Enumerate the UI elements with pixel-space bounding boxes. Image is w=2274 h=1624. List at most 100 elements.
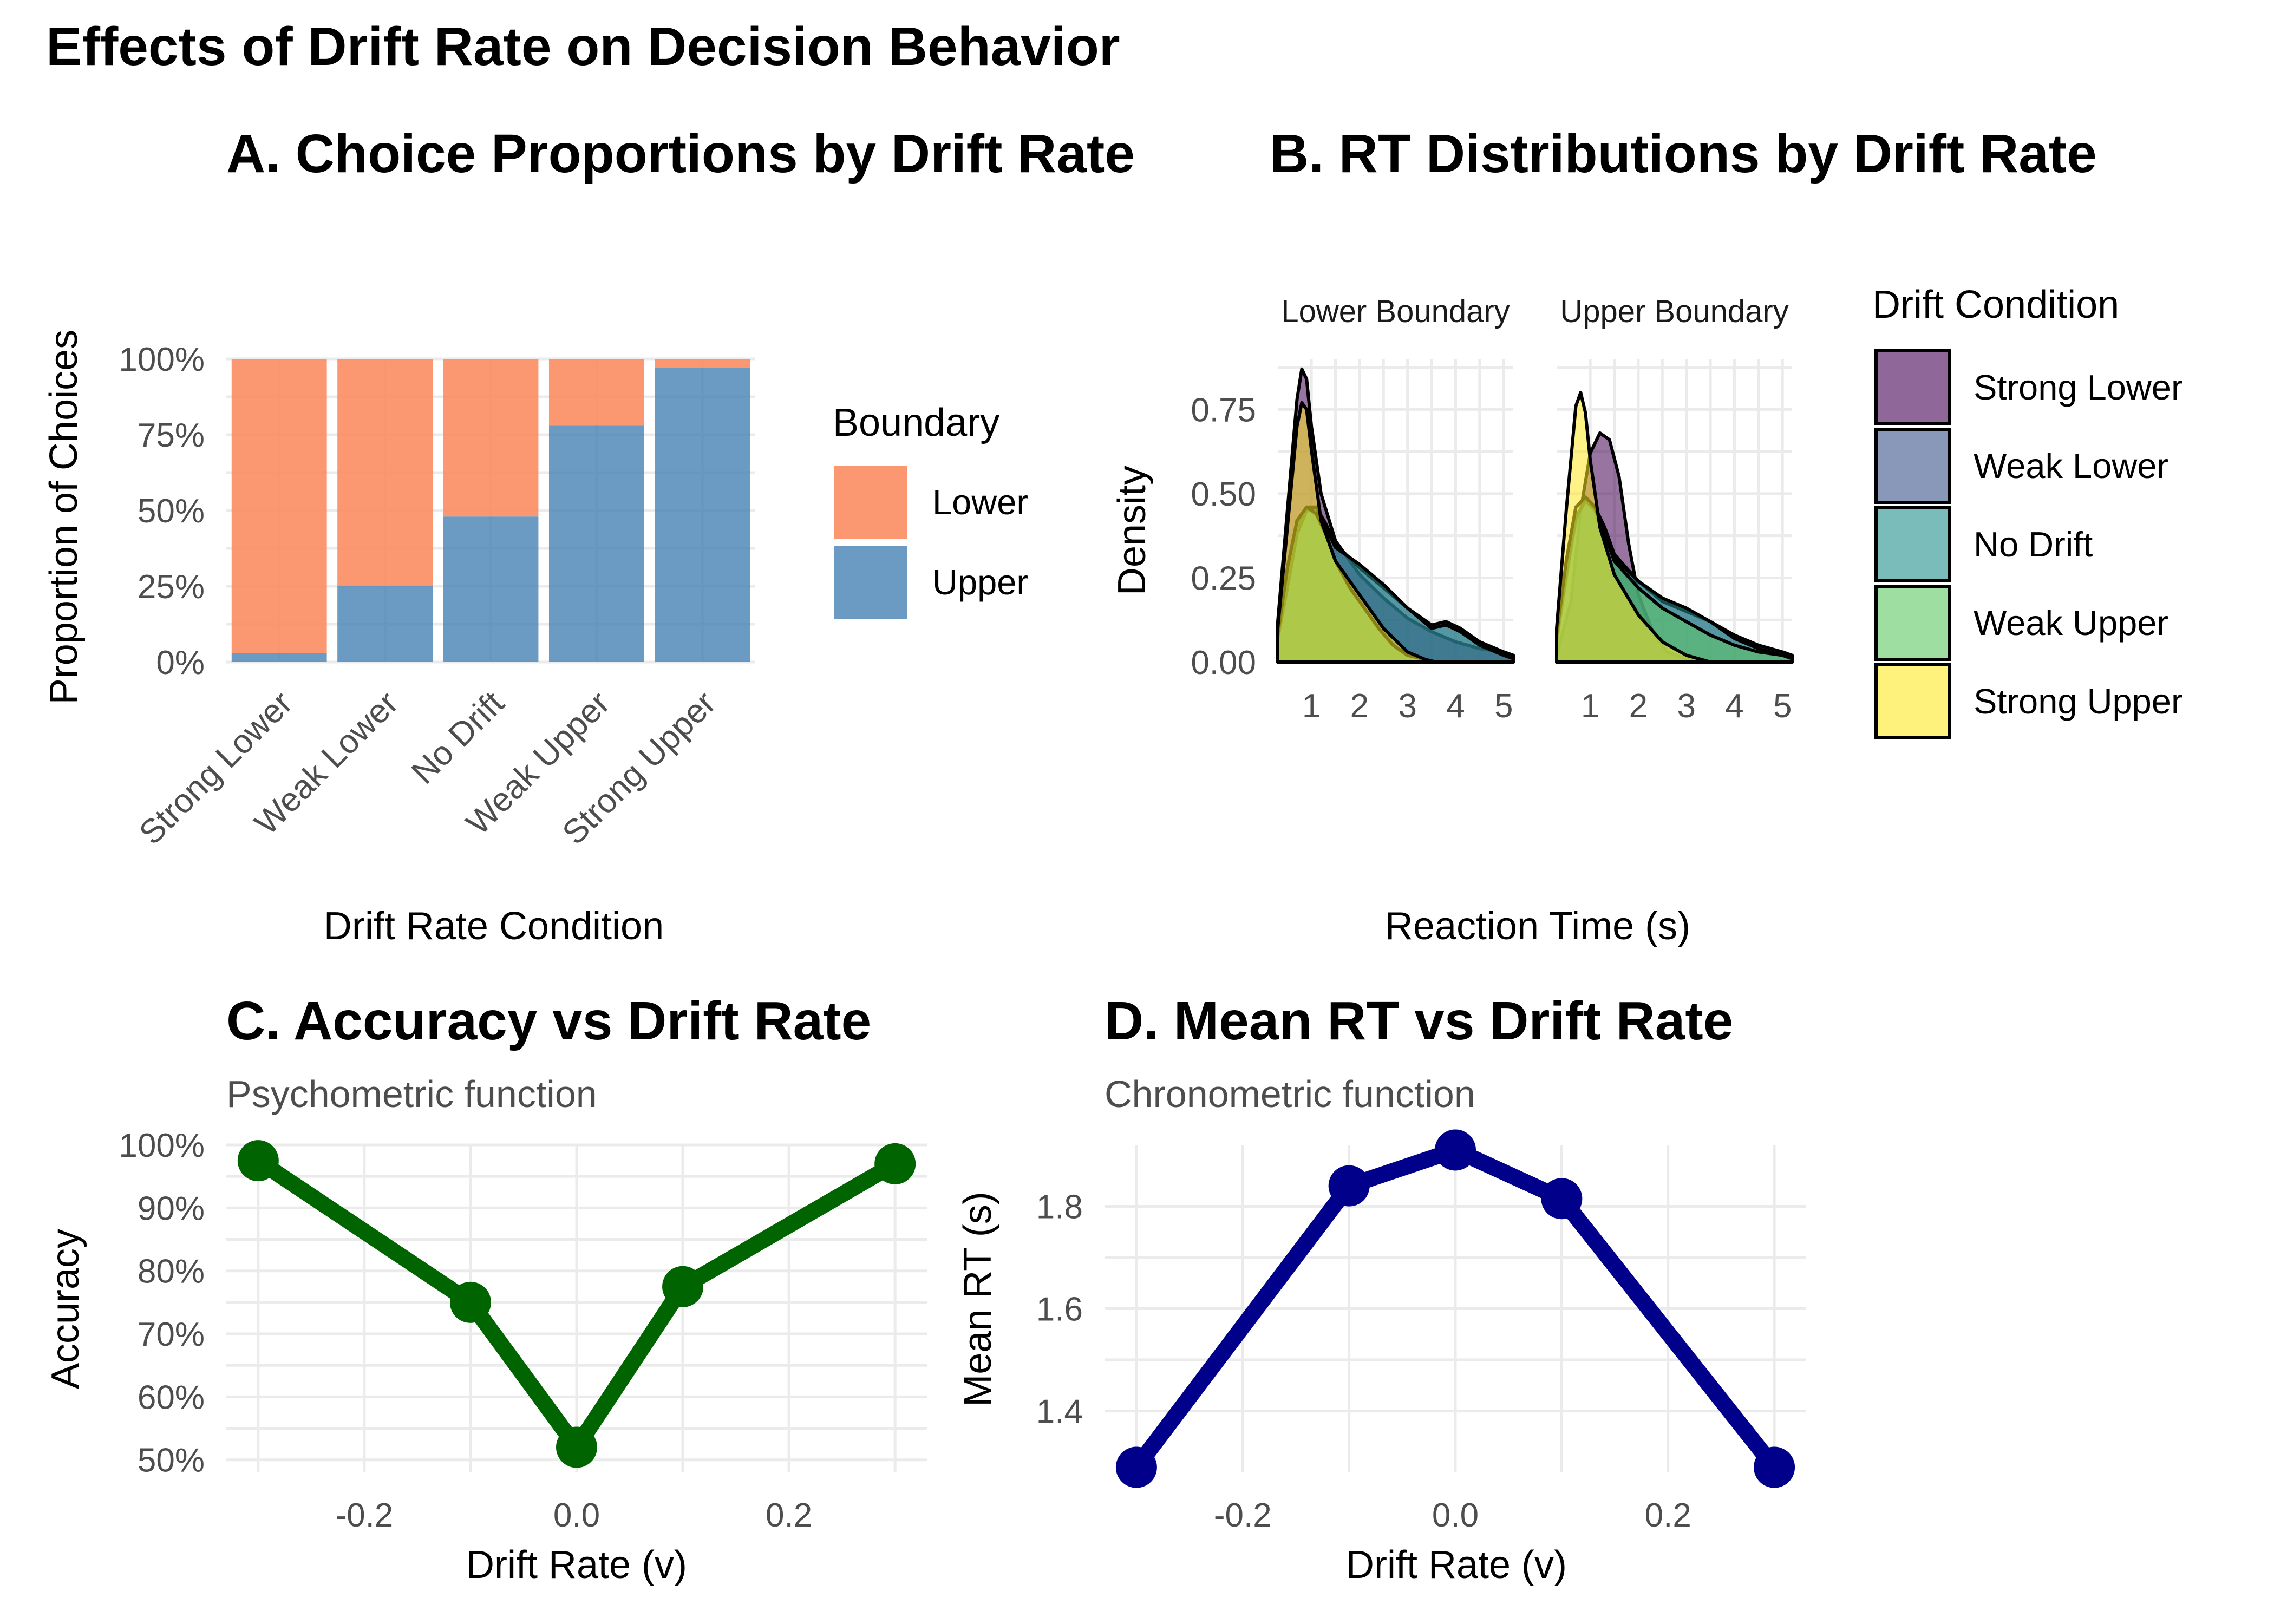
bar-lower-0 — [231, 359, 327, 653]
data-point — [1115, 1446, 1157, 1488]
panel-d-y-label: Mean RT (s) — [956, 1191, 999, 1406]
panel-c-x-label: Drift Rate (v) — [466, 1543, 687, 1587]
x-tick-label: 3 — [1677, 687, 1695, 725]
legend-label-lower: Lower — [932, 482, 1028, 522]
panel-d-plot: 1.4 1.6 1.8 -0.2 0.0 0.2 — [1036, 1129, 1806, 1534]
data-point — [237, 1140, 279, 1182]
panel-b-title: B. RT Distributions by Drift Rate — [1270, 123, 2097, 184]
data-point — [1541, 1178, 1583, 1220]
y-tick-label: 60% — [138, 1379, 205, 1416]
legend-key-lower — [834, 466, 907, 539]
bar-upper-2 — [443, 516, 539, 662]
y-tick-label: 90% — [138, 1190, 205, 1227]
bar-lower-4 — [655, 359, 750, 368]
legend-label: Strong Upper — [1974, 682, 2183, 721]
x-tick-label: 0.0 — [1432, 1497, 1479, 1534]
y-tick-label: 80% — [138, 1253, 205, 1291]
data-point — [874, 1143, 916, 1184]
facet-label: Lower Boundary — [1281, 294, 1510, 329]
legend-key-weak-upper — [1874, 585, 1951, 661]
panel-a-y-label: Proportion of Choices — [42, 330, 86, 704]
y-tick-label: 25% — [138, 568, 205, 606]
bar-lower-1 — [337, 359, 433, 586]
legend-key-upper — [834, 546, 907, 619]
legend-key-no-drift — [1874, 506, 1951, 582]
panel-d-x-label: Drift Rate (v) — [1346, 1543, 1567, 1587]
panel-b-y-ticks: 0.00 0.25 0.50 0.75 — [1191, 391, 1256, 682]
panel-b-legend-title: Drift Condition — [1872, 283, 2119, 326]
facet-1: Upper Boundary 1 2 3 4 5 — [1555, 294, 1794, 725]
density-strong-upper — [1276, 401, 1434, 664]
panel-c-y-label: Accuracy — [44, 1229, 87, 1389]
panel-c: C. Accuracy vs Drift Rate Psychometric f… — [44, 991, 927, 1587]
figure-title: Effects of Drift Rate on Decision Behavi… — [46, 16, 1120, 77]
y-tick-label: 0.50 — [1191, 476, 1256, 513]
y-tick-label: 50% — [138, 493, 205, 530]
panel-c-title: C. Accuracy vs Drift Rate — [226, 991, 871, 1051]
data-point — [1328, 1165, 1370, 1207]
panel-c-subtitle: Psychometric function — [226, 1073, 597, 1115]
panel-b: B. RT Distributions by Drift Rate Lower … — [1110, 123, 2183, 948]
legend-label: Weak Lower — [1974, 446, 2168, 486]
data-point — [1754, 1446, 1795, 1488]
legend-key-weak-lower — [1874, 428, 1951, 504]
facet-0: Lower Boundary 1 2 3 4 5 — [1276, 294, 1515, 725]
x-tick-label: 2 — [1629, 687, 1648, 725]
data-point — [556, 1426, 597, 1468]
x-tick-label: 5 — [1494, 687, 1513, 725]
panel-d-subtitle: Chronometric function — [1105, 1073, 1475, 1115]
panel-a-y-ticks: 0% 25% 50% 75% 100% — [119, 341, 205, 682]
x-tick-label: 3 — [1398, 687, 1416, 725]
x-tick-label: 2 — [1350, 687, 1369, 725]
panel-a-x-label: Drift Rate Condition — [324, 905, 664, 948]
bar-upper-3 — [548, 425, 644, 662]
data-point — [449, 1281, 491, 1323]
y-tick-label: 100% — [119, 341, 205, 378]
y-tick-label: 1.8 — [1036, 1188, 1083, 1226]
x-tick-label: 1 — [1302, 687, 1321, 725]
x-tick-label: -0.2 — [1214, 1497, 1272, 1534]
facet-label: Upper Boundary — [1560, 294, 1788, 329]
data-point — [662, 1266, 704, 1307]
bar-upper-4 — [655, 368, 750, 662]
data-point — [1435, 1129, 1476, 1171]
y-tick-label: 0.75 — [1191, 391, 1256, 429]
panel-a-bars — [231, 359, 750, 662]
bar-upper-0 — [231, 653, 327, 662]
x-tick-label: 5 — [1773, 687, 1792, 725]
x-tick-label: 0.2 — [766, 1497, 812, 1534]
panel-d-title: D. Mean RT vs Drift Rate — [1105, 991, 1733, 1051]
panel-d: D. Mean RT vs Drift Rate Chronometric fu… — [956, 991, 1806, 1587]
y-tick-label: 1.6 — [1036, 1291, 1083, 1328]
y-tick-label: 50% — [138, 1442, 205, 1479]
y-tick-label: 70% — [138, 1316, 205, 1353]
panel-a-legend: Lower Upper — [834, 466, 1028, 619]
panel-c-plot: 50% 60% 70% 80% 90% 100% -0.2 0.0 0.2 — [119, 1127, 927, 1534]
y-tick-label: 0.25 — [1191, 560, 1256, 597]
y-tick-label: 0% — [156, 644, 205, 682]
legend-label: No Drift — [1974, 525, 2093, 564]
legend-key-strong-upper — [1874, 663, 1951, 739]
y-tick-label: 100% — [119, 1127, 205, 1164]
y-tick-label: 0.00 — [1191, 644, 1256, 682]
y-tick-label: 75% — [138, 417, 205, 454]
legend-label: Weak Upper — [1974, 603, 2168, 643]
panel-a-title: A. Choice Proportions by Drift Rate — [226, 123, 1135, 184]
panel-b-x-label: Reaction Time (s) — [1385, 905, 1690, 948]
panel-a-legend-title: Boundary — [833, 401, 999, 444]
x-tick-label: No Drift — [404, 684, 511, 791]
density-strong-upper — [1555, 391, 1713, 664]
x-tick-label: 0.2 — [1645, 1497, 1691, 1534]
panel-b-y-label: Density — [1110, 466, 1154, 595]
legend-label-upper: Upper — [932, 562, 1028, 602]
x-tick-label: 1 — [1581, 687, 1599, 725]
bar-lower-2 — [443, 359, 539, 517]
bar-lower-3 — [548, 359, 644, 426]
x-tick-label: 4 — [1446, 687, 1465, 725]
x-tick-label: 0.0 — [553, 1497, 600, 1534]
bar-upper-1 — [337, 586, 433, 662]
panel-a: A. Choice Proportions by Drift Rate 0% 25… — [42, 123, 1135, 948]
